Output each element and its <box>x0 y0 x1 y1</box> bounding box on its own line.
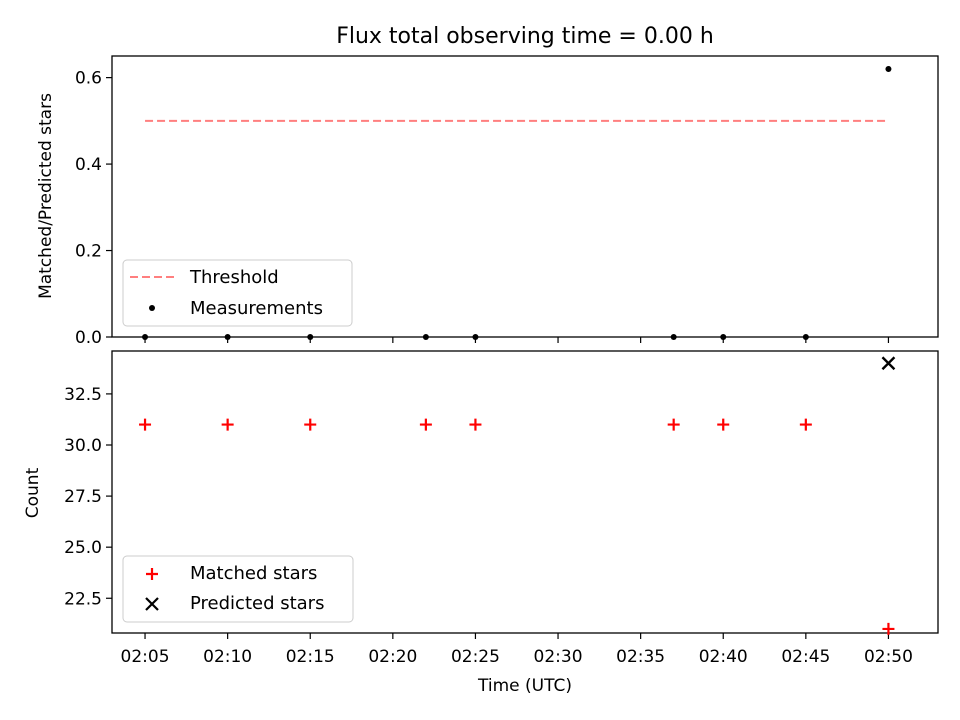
matched-star-point <box>882 622 895 635</box>
predicted-stars-legend-swatch <box>145 597 159 611</box>
bottom-legend: Matched stars Predicted stars <box>122 555 354 623</box>
bottom-x-tick-label: 02:20 <box>368 647 417 667</box>
top-y-axis: 0.0 0.2 0.4 0.6 <box>75 69 112 348</box>
top-y-tick-label: 0.4 <box>75 155 102 175</box>
matched-star-point <box>139 418 152 431</box>
bottom-y-tick-label: 30.0 <box>64 436 102 456</box>
top-y-tick-label: 0.0 <box>75 328 102 348</box>
measurements-legend-label: Measurements <box>190 298 323 319</box>
top-panel: 0.0 0.2 0.4 0.6 Matched/Predicted stars Thr… <box>36 55 939 348</box>
predicted-star-point <box>881 356 896 371</box>
bottom-plot-area <box>139 356 896 635</box>
bottom-x-tick-label: 02:15 <box>286 647 335 667</box>
bottom-x-tick-label: 02:50 <box>864 647 913 667</box>
bottom-x-axis: 02:05 02:10 02:15 02:20 02:25 02:30 02:35 02:40… <box>121 633 913 667</box>
matched-star-point <box>667 418 680 431</box>
bottom-x-tick-label: 02:25 <box>451 647 500 667</box>
top-y-axis-label: Matched/Predicted stars <box>36 93 56 299</box>
matched-star-point <box>799 418 812 431</box>
top-plot-area <box>142 65 892 340</box>
measurement-point <box>422 334 429 340</box>
bottom-x-tick-label: 02:10 <box>203 647 252 667</box>
measurement-point <box>307 334 314 340</box>
top-x-axis <box>144 337 890 343</box>
bottom-x-tick-label: 02:45 <box>781 647 830 667</box>
bottom-x-tick-label: 02:30 <box>534 647 583 667</box>
measurement-point <box>720 334 727 340</box>
threshold-legend-label: Threshold <box>189 267 279 288</box>
bottom-y-tick-label: 25.0 <box>64 538 102 558</box>
x-axis-label: Time (UTC) <box>477 676 572 696</box>
matched-star-point <box>221 418 234 431</box>
bottom-panel: 22.5 25.0 27.5 30.0 32.5 02:05 02:10 02:15 02:2… <box>23 350 939 696</box>
measurement-point <box>142 334 149 340</box>
bottom-y-tick-label: 32.5 <box>64 385 102 405</box>
matched-stars-legend-label: Matched stars <box>190 563 317 584</box>
bottom-y-axis-label: Count <box>23 467 43 518</box>
matched-star-point <box>717 418 730 431</box>
chart-title: Flux total observing time = 0.00 h <box>336 24 714 49</box>
measurement-point <box>670 334 677 340</box>
matched-star-point <box>419 418 432 431</box>
predicted-stars-legend-label: Predicted stars <box>190 593 324 614</box>
measurement-point <box>224 334 231 340</box>
measurement-point <box>802 334 809 340</box>
matched-star-point <box>304 418 317 431</box>
matched-star-point <box>469 418 482 431</box>
measurement-point <box>472 334 479 340</box>
bottom-x-tick-label: 02:05 <box>121 647 170 667</box>
top-y-tick-label: 0.6 <box>75 69 102 89</box>
measurements-legend-swatch <box>149 305 155 311</box>
top-legend: Threshold Measurements <box>122 259 353 327</box>
bottom-y-axis: 22.5 25.0 27.5 30.0 32.5 <box>64 385 112 609</box>
bottom-y-tick-label: 27.5 <box>64 487 102 507</box>
top-legend-box <box>122 259 353 327</box>
measurement-point <box>885 65 892 72</box>
matched-stars-legend-swatch <box>146 568 158 580</box>
bottom-x-tick-label: 02:40 <box>699 647 748 667</box>
bottom-legend-box <box>122 555 354 623</box>
bottom-y-tick-label: 22.5 <box>64 589 102 609</box>
top-y-tick-label: 0.2 <box>75 242 102 262</box>
bottom-x-tick-label: 02:35 <box>616 647 665 667</box>
